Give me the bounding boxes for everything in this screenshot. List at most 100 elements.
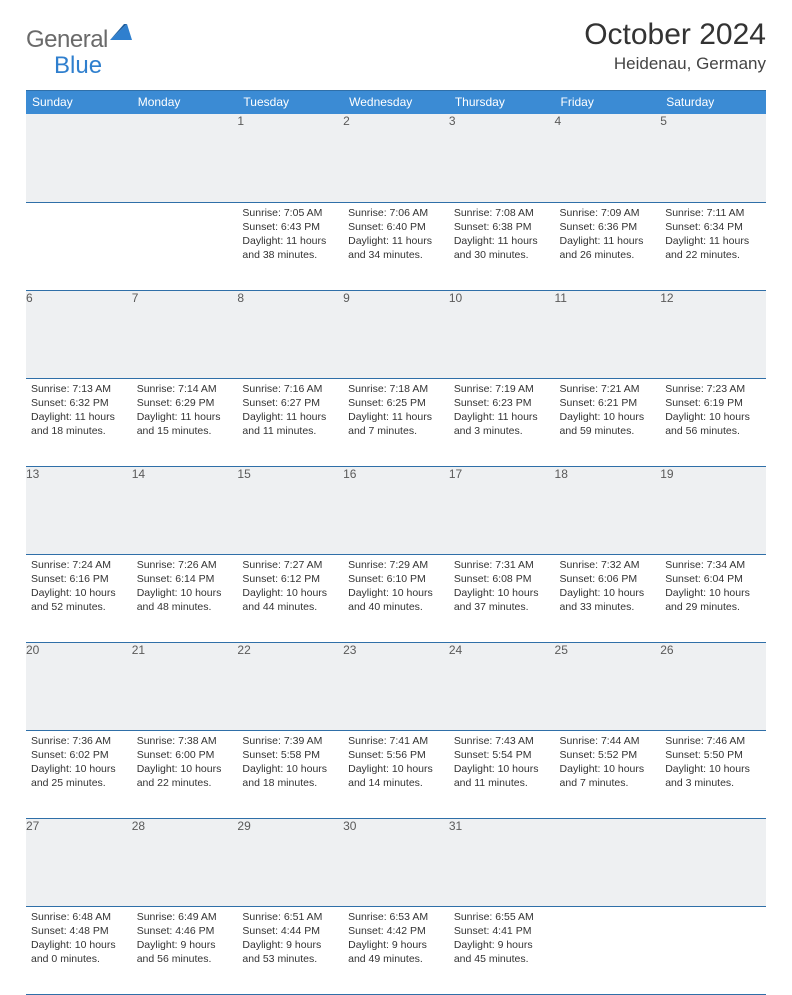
day-number-row: 6789101112: [26, 290, 766, 378]
day-cell-content: Sunrise: 7:44 AMSunset: 5:52 PMDaylight:…: [555, 731, 661, 791]
day-number-cell: 8: [237, 290, 343, 378]
day-cell-content: Sunrise: 7:05 AMSunset: 6:43 PMDaylight:…: [237, 203, 343, 263]
sunrise-text: Sunrise: 6:51 AM: [242, 910, 338, 924]
day-cell: Sunrise: 7:23 AMSunset: 6:19 PMDaylight:…: [660, 378, 766, 466]
day-number-row: 2728293031: [26, 818, 766, 906]
day-cell-content: Sunrise: 7:18 AMSunset: 6:25 PMDaylight:…: [343, 379, 449, 439]
day-cell: Sunrise: 7:05 AMSunset: 6:43 PMDaylight:…: [237, 202, 343, 290]
weekday-header: Tuesday: [237, 91, 343, 115]
sunset-text: Sunset: 6:00 PM: [137, 748, 233, 762]
day-cell-content: Sunrise: 7:23 AMSunset: 6:19 PMDaylight:…: [660, 379, 766, 439]
sunrise-text: Sunrise: 7:32 AM: [560, 558, 656, 572]
day-cell-content: Sunrise: 7:14 AMSunset: 6:29 PMDaylight:…: [132, 379, 238, 439]
day-number-cell: 12: [660, 290, 766, 378]
day-number-cell: [660, 818, 766, 906]
day-cell: Sunrise: 7:31 AMSunset: 6:08 PMDaylight:…: [449, 554, 555, 642]
day-cell-content: Sunrise: 7:19 AMSunset: 6:23 PMDaylight:…: [449, 379, 555, 439]
sunrise-text: Sunrise: 7:36 AM: [31, 734, 127, 748]
day-cell: [660, 906, 766, 994]
daylight-text-2: and 34 minutes.: [348, 248, 444, 262]
daylight-text-2: and 7 minutes.: [560, 776, 656, 790]
sunset-text: Sunset: 6:38 PM: [454, 220, 550, 234]
week-row: Sunrise: 7:24 AMSunset: 6:16 PM Daylight:…: [26, 554, 766, 642]
day-cell-content: Sunrise: 7:24 AMSunset: 6:16 PMDaylight:…: [26, 555, 132, 615]
day-cell: Sunrise: 6:55 AMSunset: 4:41 PMDaylight:…: [449, 906, 555, 994]
day-cell-content: Sunrise: 7:34 AMSunset: 6:04 PMDaylight:…: [660, 555, 766, 615]
day-cell: Sunrise: 7:39 AMSunset: 5:58 PMDaylight:…: [237, 730, 343, 818]
sunset-text: Sunset: 5:54 PM: [454, 748, 550, 762]
sunset-text: Sunset: 6:40 PM: [348, 220, 444, 234]
daylight-text-1: Daylight: 11 hours: [242, 410, 338, 424]
daylight-text-2: and 25 minutes.: [31, 776, 127, 790]
daylight-text-1: Daylight: 10 hours: [560, 410, 656, 424]
day-number-cell: 19: [660, 466, 766, 554]
day-number-row: 20212223242526: [26, 642, 766, 730]
day-number-cell: 31: [449, 818, 555, 906]
day-cell: Sunrise: 7:36 AMSunset: 6:02 PMDaylight:…: [26, 730, 132, 818]
sunset-text: Sunset: 6:27 PM: [242, 396, 338, 410]
day-cell: Sunrise: 7:09 AMSunset: 6:36 PMDaylight:…: [555, 202, 661, 290]
sunrise-text: Sunrise: 7:08 AM: [454, 206, 550, 220]
sunset-text: Sunset: 5:52 PM: [560, 748, 656, 762]
day-cell: Sunrise: 7:21 AMSunset: 6:21 PMDaylight:…: [555, 378, 661, 466]
day-cell: Sunrise: 7:26 AMSunset: 6:14 PMDaylight:…: [132, 554, 238, 642]
sunrise-text: Sunrise: 6:53 AM: [348, 910, 444, 924]
daylight-text-1: Daylight: 11 hours: [665, 234, 761, 248]
day-number-row: 13141516171819: [26, 466, 766, 554]
daylight-text-2: and 53 minutes.: [242, 952, 338, 966]
daylight-text-1: Daylight: 11 hours: [454, 234, 550, 248]
day-number-cell: 25: [555, 642, 661, 730]
weekday-header: Thursday: [449, 91, 555, 115]
sunrise-text: Sunrise: 7:06 AM: [348, 206, 444, 220]
daylight-text-1: Daylight: 10 hours: [665, 410, 761, 424]
daylight-text-1: Daylight: 9 hours: [348, 938, 444, 952]
day-number-cell: 17: [449, 466, 555, 554]
daylight-text-2: and 48 minutes.: [137, 600, 233, 614]
sunrise-text: Sunrise: 7:21 AM: [560, 382, 656, 396]
sunrise-text: Sunrise: 7:18 AM: [348, 382, 444, 396]
day-cell: Sunrise: 7:41 AMSunset: 5:56 PMDaylight:…: [343, 730, 449, 818]
logo-triangle-icon: [110, 24, 132, 45]
day-number-cell: 6: [26, 290, 132, 378]
day-cell-content: Sunrise: 7:26 AMSunset: 6:14 PMDaylight:…: [132, 555, 238, 615]
daylight-text-2: and 40 minutes.: [348, 600, 444, 614]
daylight-text-1: Daylight: 10 hours: [665, 762, 761, 776]
sunrise-text: Sunrise: 7:24 AM: [31, 558, 127, 572]
daylight-text-1: Daylight: 9 hours: [137, 938, 233, 952]
daylight-text-2: and 22 minutes.: [137, 776, 233, 790]
day-cell-content: Sunrise: 7:08 AMSunset: 6:38 PMDaylight:…: [449, 203, 555, 263]
daylight-text-1: Daylight: 10 hours: [454, 586, 550, 600]
day-number-cell: 2: [343, 114, 449, 202]
day-cell-content: Sunrise: 7:29 AMSunset: 6:10 PMDaylight:…: [343, 555, 449, 615]
day-number-row: 12345: [26, 114, 766, 202]
daylight-text-2: and 26 minutes.: [560, 248, 656, 262]
day-cell: Sunrise: 7:34 AMSunset: 6:04 PMDaylight:…: [660, 554, 766, 642]
day-cell: [132, 202, 238, 290]
day-cell-content: Sunrise: 7:16 AMSunset: 6:27 PMDaylight:…: [237, 379, 343, 439]
daylight-text-1: Daylight: 9 hours: [242, 938, 338, 952]
sunset-text: Sunset: 6:21 PM: [560, 396, 656, 410]
day-cell-content: Sunrise: 7:27 AMSunset: 6:12 PMDaylight:…: [237, 555, 343, 615]
daylight-text-2: and 22 minutes.: [665, 248, 761, 262]
day-cell: Sunrise: 7:14 AMSunset: 6:29 PMDaylight:…: [132, 378, 238, 466]
month-title: October 2024: [584, 18, 766, 52]
weekday-header: Friday: [555, 91, 661, 115]
sunset-text: Sunset: 4:41 PM: [454, 924, 550, 938]
day-number-cell: 16: [343, 466, 449, 554]
daylight-text-1: Daylight: 10 hours: [560, 586, 656, 600]
daylight-text-1: Daylight: 10 hours: [31, 762, 127, 776]
day-cell: Sunrise: 7:46 AMSunset: 5:50 PMDaylight:…: [660, 730, 766, 818]
sunset-text: Sunset: 6:16 PM: [31, 572, 127, 586]
weekday-header: Sunday: [26, 91, 132, 115]
sunrise-text: Sunrise: 7:16 AM: [242, 382, 338, 396]
day-cell-content: Sunrise: 7:32 AMSunset: 6:06 PMDaylight:…: [555, 555, 661, 615]
daylight-text-1: Daylight: 9 hours: [454, 938, 550, 952]
day-cell-content: Sunrise: 7:13 AMSunset: 6:32 PMDaylight:…: [26, 379, 132, 439]
sunrise-text: Sunrise: 7:34 AM: [665, 558, 761, 572]
daylight-text-1: Daylight: 10 hours: [348, 586, 444, 600]
day-cell: Sunrise: 7:13 AMSunset: 6:32 PMDaylight:…: [26, 378, 132, 466]
week-row: Sunrise: 7:13 AMSunset: 6:32 PMDaylight:…: [26, 378, 766, 466]
day-cell-content: Sunrise: 7:36 AMSunset: 6:02 PMDaylight:…: [26, 731, 132, 791]
day-cell: Sunrise: 7:27 AMSunset: 6:12 PMDaylight:…: [237, 554, 343, 642]
sunrise-text: Sunrise: 7:19 AM: [454, 382, 550, 396]
